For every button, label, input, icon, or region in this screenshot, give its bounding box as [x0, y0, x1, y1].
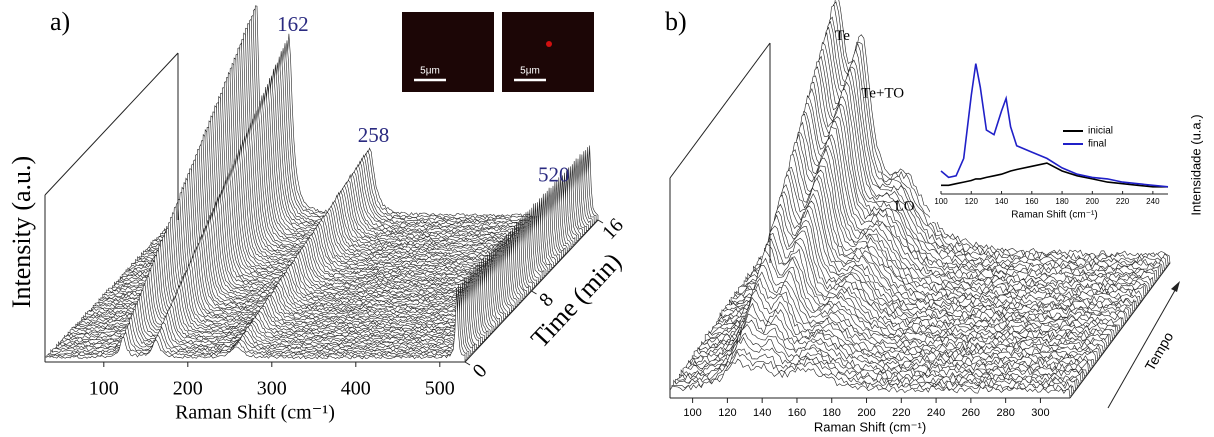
micrograph: 5μm [402, 12, 494, 92]
z-tick [598, 220, 603, 223]
x-tick-label: 200 [173, 378, 203, 400]
x-axis-label: Raman Shift (cm⁻¹) [175, 402, 335, 424]
inset-background [930, 22, 1175, 222]
peak-label: Te+TO [861, 86, 904, 102]
x-tick-label: 160 [788, 407, 806, 419]
x-tick-label: 400 [341, 378, 371, 400]
inset-x-tick-label: 240 [1146, 197, 1160, 206]
inset-x-tick-label: 180 [1055, 197, 1069, 206]
peak-label: LO [895, 198, 915, 214]
peak-label: Te [835, 28, 850, 44]
inset-x-tick-label: 100 [934, 197, 948, 206]
x-tick-label: 220 [892, 407, 910, 419]
inset-x-tick-label: 120 [965, 197, 979, 206]
inset-x-axis-label: Raman Shift (cm⁻¹) [1011, 210, 1097, 221]
z-tick-label: 0 [469, 360, 492, 382]
x-tick-label: 240 [927, 407, 945, 419]
z-tick [465, 362, 470, 365]
legend-label: inicial [1088, 126, 1113, 137]
particle [546, 41, 552, 47]
inset-x-tick-label: 140 [995, 197, 1009, 206]
scale-label: 5μm [520, 66, 540, 77]
x-tick-label: 100 [89, 378, 119, 400]
legend-label: final [1088, 139, 1106, 150]
y-axis-label: Intensity (a.u.) [7, 156, 36, 308]
x-tick-label: 260 [962, 407, 980, 419]
panel-b: 100 120 140 160 180 200 220 240 260 280 300 Raman S… [670, 0, 1203, 434]
x-tick-label: 180 [823, 407, 841, 419]
x-axis-label: Raman Shift (cm⁻¹) [814, 419, 926, 434]
inset-x-tick-label: 200 [1086, 197, 1100, 206]
micrograph: 5μm [502, 12, 594, 92]
inset-x-tick-label: 220 [1116, 197, 1130, 206]
panel-label: a) [50, 7, 70, 36]
figure: 100200300400500Raman Shift (cm⁻¹)1231622… [0, 0, 1214, 437]
box-edge [45, 53, 178, 195]
z-tick [532, 291, 537, 294]
scale-label: 5μm [420, 66, 440, 77]
arrow-head [1171, 281, 1180, 292]
x-tick-label: 300 [257, 378, 287, 400]
x-tick-label: 120 [718, 407, 736, 419]
x-tick-label: 500 [425, 378, 455, 400]
peak-label: 258 [358, 123, 390, 147]
peak-label: 520 [538, 162, 570, 186]
z-axis-label: Tempo [1141, 329, 1176, 374]
x-tick-label: 300 [1031, 407, 1049, 419]
z-tick-label: 16 [598, 214, 628, 244]
inset-x-tick-label: 160 [1025, 197, 1039, 206]
x-tick-label: 200 [857, 407, 875, 419]
x-tick-label: 100 [683, 407, 701, 419]
overlay: a) b) 5μm 5μm [50, 7, 687, 92]
x-tick-label: 140 [753, 407, 771, 419]
box-edge [670, 43, 770, 178]
x-tick-label: 280 [996, 407, 1014, 419]
y-axis-label: Intensidade (u.a.) [1188, 114, 1203, 215]
peak-label: 162 [277, 12, 309, 36]
panel-label: b) [665, 7, 687, 36]
